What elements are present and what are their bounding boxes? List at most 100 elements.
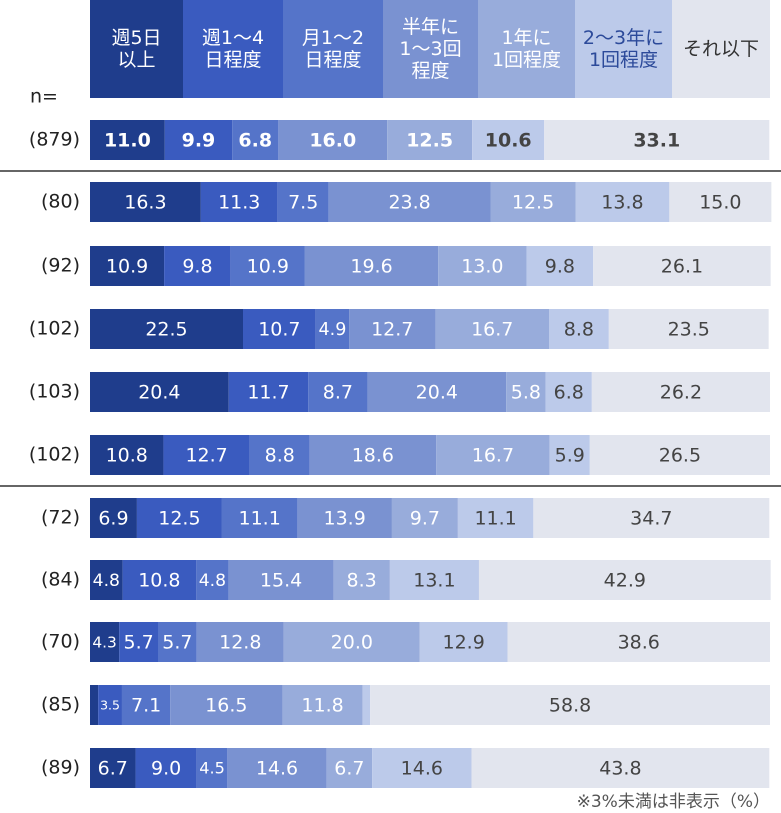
- bar-segment: [308, 372, 368, 412]
- data-label: 11.1: [474, 508, 516, 530]
- bar-segment: [372, 748, 472, 788]
- bar-segment: [457, 498, 534, 538]
- data-label: 33.1: [633, 130, 680, 152]
- data-label: 10.6: [485, 130, 532, 152]
- bar-segment: [326, 748, 373, 788]
- data-label: 5.8: [511, 382, 541, 404]
- bar-segment: [228, 560, 334, 600]
- bar-segment: [526, 246, 594, 286]
- bar-segment: [230, 246, 305, 286]
- bar-segment: [545, 372, 592, 412]
- bar-segment: [196, 748, 228, 788]
- bar-segment: [136, 498, 222, 538]
- data-label: 9.9: [182, 130, 216, 152]
- bar-segment: [591, 372, 770, 412]
- data-label: 12.9: [443, 632, 485, 654]
- bar-segment: [362, 685, 371, 725]
- bar-segment: [436, 435, 550, 475]
- data-label: 7.5: [288, 192, 318, 214]
- bar-segment: [419, 622, 508, 662]
- data-label: 10.7: [258, 319, 300, 341]
- data-label: 4.3: [92, 634, 116, 652]
- legend-label: 週1～4 日程度: [202, 27, 264, 71]
- data-label: 22.5: [145, 319, 187, 341]
- bar-segment: [164, 120, 233, 160]
- bar-segment: [243, 309, 316, 349]
- bar-segment: [283, 622, 420, 662]
- data-label: 4.8: [93, 571, 120, 591]
- bar-segment: [90, 498, 137, 538]
- data-label: 8.7: [323, 382, 353, 404]
- bar-segment: [575, 182, 670, 222]
- bar-segment: [164, 246, 231, 286]
- data-label: 8.3: [347, 570, 377, 592]
- legend-label: それ以下: [683, 38, 759, 60]
- bar-segment: [435, 309, 549, 349]
- data-label: 9.7: [410, 508, 440, 530]
- bar-segment: [228, 372, 309, 412]
- data-label: 6.7: [334, 758, 364, 780]
- data-label: 5.7: [162, 632, 192, 654]
- data-label: 4.8: [199, 571, 226, 591]
- bar-segment: [471, 748, 770, 788]
- bar-segment: [389, 560, 479, 600]
- data-label: 4.9: [318, 320, 346, 340]
- legend-label: 月1～2 日程度: [302, 27, 364, 71]
- data-label: 16.3: [124, 192, 166, 214]
- data-label: 11.1: [239, 508, 281, 530]
- data-label: 20.4: [138, 382, 180, 404]
- n-label: n=: [30, 86, 58, 108]
- data-label: 8.8: [265, 445, 295, 467]
- data-label: 4.5: [199, 759, 225, 778]
- legend-label: 半年に 1～3回程度: [399, 16, 461, 82]
- data-label: 12.5: [406, 130, 453, 152]
- bar-segment: [119, 622, 158, 662]
- bar-segment: [278, 120, 388, 160]
- data-label: 58.8: [549, 695, 591, 717]
- bar-segment: [315, 309, 350, 349]
- bar-segment: [90, 685, 99, 725]
- bar-segment: [90, 309, 243, 349]
- bar-segment: [196, 622, 284, 662]
- bar-segment: [472, 120, 545, 160]
- bar-segment: [490, 182, 576, 222]
- bar-segment: [90, 748, 136, 788]
- bar-segment: [90, 622, 120, 662]
- bar-segment: [328, 182, 491, 222]
- data-label: 11.0: [104, 130, 151, 152]
- bar-segment: [90, 182, 201, 222]
- bar-segment: [333, 560, 390, 600]
- bar-segment: [544, 120, 770, 160]
- legend-swatch: [90, 0, 183, 98]
- bar-segment: [549, 309, 609, 349]
- bar-segment: [304, 246, 439, 286]
- legend-swatch: [575, 0, 672, 98]
- data-label: 15.0: [699, 192, 741, 214]
- data-label: 6.7: [98, 758, 128, 780]
- bar-segment: [282, 685, 363, 725]
- data-label: 26.1: [661, 256, 703, 278]
- data-label: 38.6: [618, 632, 660, 654]
- bar-segment: [370, 685, 770, 725]
- bar-segment: [170, 685, 283, 725]
- data-label: 12.5: [158, 508, 200, 530]
- bar-segment: [122, 560, 197, 600]
- data-label: 16.0: [309, 130, 356, 152]
- row-label: (70): [41, 631, 80, 653]
- bar-segment: [90, 120, 165, 160]
- data-label: 11.7: [247, 382, 289, 404]
- data-label: 12.7: [185, 445, 227, 467]
- bar-segment: [533, 498, 770, 538]
- row-label: (879): [29, 129, 80, 151]
- data-label: 12.7: [371, 319, 413, 341]
- bar-segment: [309, 435, 437, 475]
- data-label: 18.6: [352, 445, 394, 467]
- legend-swatch: [183, 0, 283, 98]
- data-label: 19.6: [350, 256, 392, 278]
- row-label: (92): [41, 255, 80, 277]
- data-label: 13.9: [324, 508, 366, 530]
- bar-segment: [589, 435, 770, 475]
- legend-label: 2～3年に 1回程度: [583, 27, 664, 71]
- bar-segment: [507, 622, 770, 662]
